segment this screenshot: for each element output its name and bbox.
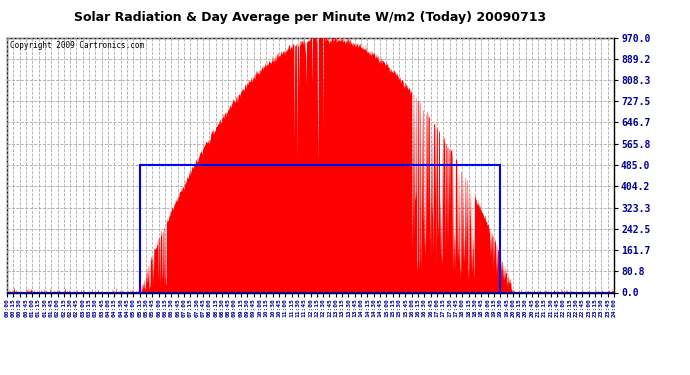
Text: Solar Radiation & Day Average per Minute W/m2 (Today) 20090713: Solar Radiation & Day Average per Minute… (75, 11, 546, 24)
Bar (140, 165, 500, 292)
Text: Copyright 2009 Cartronics.com: Copyright 2009 Cartronics.com (10, 41, 144, 50)
